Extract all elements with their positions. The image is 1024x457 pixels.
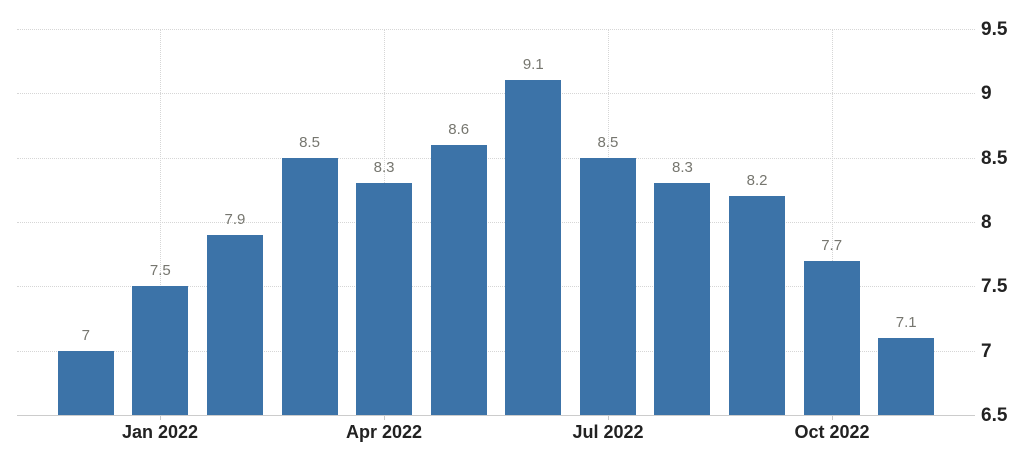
- gridline-vertical: [832, 29, 833, 415]
- gridline-horizontal: [17, 351, 975, 352]
- y-tick-label: 8: [981, 212, 992, 233]
- bar[interactable]: [878, 337, 935, 415]
- x-tick-label: Jul 2022: [572, 422, 644, 442]
- gridline-horizontal: [17, 286, 975, 287]
- x-axis-line: [17, 415, 975, 416]
- gridline-horizontal: [17, 158, 975, 159]
- gridline-horizontal: [17, 93, 975, 94]
- bar-value-label: 8.5: [597, 133, 619, 151]
- y-tick-label: 7: [981, 341, 992, 362]
- bar-value-label: 8.6: [448, 120, 470, 138]
- bar-value-label: 8.5: [299, 133, 320, 151]
- bar[interactable]: [505, 80, 562, 415]
- x-tick-label: Oct 2022: [794, 422, 870, 442]
- bar-value-label: 7: [81, 326, 90, 344]
- bar[interactable]: [206, 234, 263, 415]
- bar-value-label: 7.1: [895, 313, 917, 331]
- bar[interactable]: [430, 144, 487, 415]
- gridline-horizontal: [17, 222, 975, 223]
- y-tick-label: 8.5: [981, 148, 1008, 169]
- bar-value-label: 9.1: [522, 56, 544, 74]
- bar[interactable]: [579, 157, 636, 415]
- y-tick-label: 9: [981, 83, 992, 104]
- y-tick-label: 9.5: [981, 19, 1008, 40]
- bar-value-label: 7.5: [149, 262, 171, 280]
- bar[interactable]: [281, 157, 338, 415]
- bar[interactable]: [356, 183, 413, 415]
- bar-value-label: 7.9: [224, 210, 246, 228]
- gridline-vertical: [160, 29, 161, 415]
- gridline-horizontal: [17, 29, 975, 30]
- x-tick-label: Apr 2022: [345, 422, 423, 442]
- bar[interactable]: [803, 260, 860, 415]
- x-axis-tick: [384, 415, 385, 420]
- x-axis-tick: [608, 415, 609, 420]
- x-axis-tick: [160, 415, 161, 420]
- x-axis-tick: [832, 415, 833, 420]
- bar[interactable]: [57, 350, 114, 415]
- bar[interactable]: [654, 183, 711, 415]
- y-tick-label: 7.5: [981, 276, 1008, 297]
- bar-value-label: 7.7: [821, 236, 843, 254]
- y-tick-label: 6.5: [981, 405, 1008, 426]
- bar-value-label: 8.2: [746, 172, 768, 190]
- bar[interactable]: [132, 286, 189, 415]
- bar-value-label: 8.3: [672, 159, 693, 177]
- x-tick-label: Jan 2022: [121, 422, 199, 442]
- bar-value-label: 8.3: [373, 159, 395, 177]
- bar[interactable]: [729, 196, 786, 415]
